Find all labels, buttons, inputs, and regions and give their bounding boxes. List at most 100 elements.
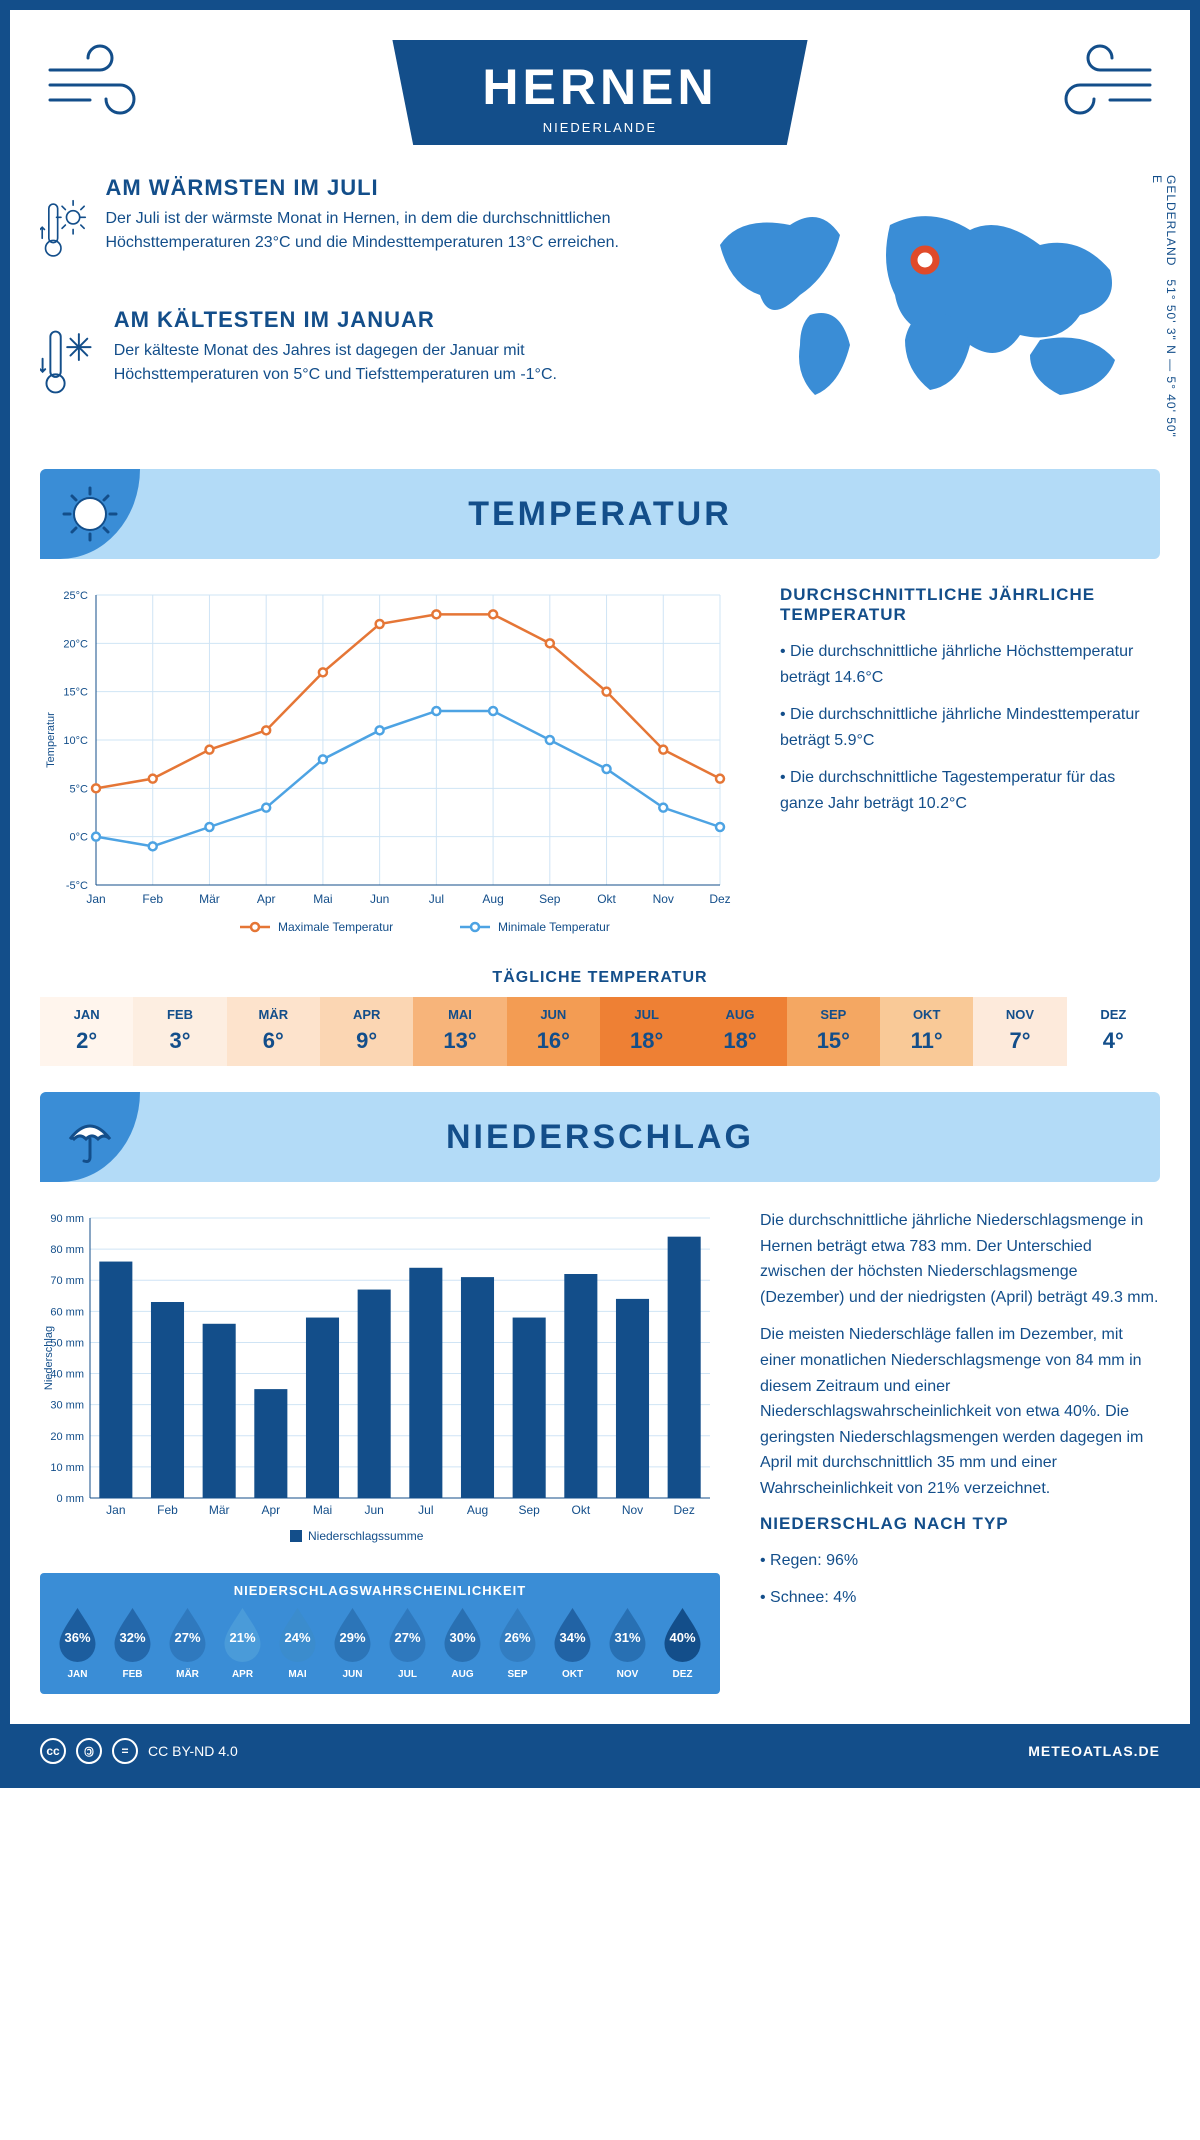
svg-text:Niederschlag: Niederschlag: [43, 1326, 55, 1390]
drop-percent: 30%: [437, 1630, 488, 1645]
temperature-line-chart: -5°C0°C5°C10°C15°C20°C25°CJanFebMärAprMa…: [40, 585, 740, 945]
site-name: METEOATLAS.DE: [1028, 1743, 1160, 1759]
drop-month: FEB: [107, 1669, 158, 1680]
drop-month: APR: [217, 1669, 268, 1680]
temp-bullet: • Die durchschnittliche Tagestemperatur …: [780, 765, 1160, 816]
temperature-summary: DURCHSCHNITTLICHE JÄHRLICHE TEMPERATUR •…: [780, 585, 1160, 829]
license: cc 🄯 = CC BY-ND 4.0: [40, 1738, 238, 1764]
svg-text:Nov: Nov: [622, 1503, 643, 1517]
svg-text:10 mm: 10 mm: [50, 1462, 84, 1474]
daily-temp-title: TÄGLICHE TEMPERATUR: [40, 969, 1160, 987]
svg-text:20 mm: 20 mm: [50, 1431, 84, 1443]
coordinates: GELDERLAND 51° 50' 3" N — 5° 40' 50" E: [1150, 175, 1178, 439]
world-map: GELDERLAND 51° 50' 3" N — 5° 40' 50" E: [700, 175, 1160, 439]
drop-month: DEZ: [657, 1669, 708, 1680]
daily-month: APR: [320, 997, 413, 1028]
svg-text:Sep: Sep: [518, 1503, 540, 1517]
temperature-heading: TEMPERATUR: [40, 495, 1160, 534]
daily-month: MÄR: [227, 997, 320, 1028]
svg-text:Minimale Temperatur: Minimale Temperatur: [498, 920, 610, 934]
svg-text:60 mm: 60 mm: [50, 1306, 84, 1318]
daily-value: 11°: [880, 1028, 973, 1066]
daily-value: 4°: [1067, 1028, 1160, 1066]
daily-month: SEP: [787, 997, 880, 1028]
coldest-text: Der kälteste Monat des Jahres ist dagege…: [114, 339, 670, 387]
temperature-section-header: TEMPERATUR: [40, 469, 1160, 559]
svg-text:10°C: 10°C: [63, 735, 88, 747]
coldest-fact: AM KÄLTESTEN IM JANUAR Der kälteste Mona…: [40, 307, 670, 417]
warmest-title: AM WÄRMSTEN IM JULI: [105, 175, 670, 201]
svg-text:20°C: 20°C: [63, 638, 88, 650]
svg-text:0 mm: 0 mm: [57, 1493, 85, 1505]
daily-value: 15°: [787, 1028, 880, 1066]
drop-month: JAN: [52, 1669, 103, 1680]
daily-value: 6°: [227, 1028, 320, 1066]
drop-percent: 40%: [657, 1630, 708, 1645]
svg-text:Aug: Aug: [482, 892, 503, 906]
svg-text:25°C: 25°C: [63, 590, 88, 602]
svg-text:Temperatur: Temperatur: [45, 712, 57, 768]
precipitation-section-header: NIEDERSCHLAG: [40, 1092, 1160, 1182]
svg-text:50 mm: 50 mm: [50, 1337, 84, 1349]
license-text: CC BY-ND 4.0: [148, 1743, 238, 1759]
drop-month: AUG: [437, 1669, 488, 1680]
precipitation-bar-chart: 0 mm10 mm20 mm30 mm40 mm50 mm60 mm70 mm8…: [40, 1208, 720, 1548]
daily-month: JAN: [40, 997, 133, 1028]
daily-value: 13°: [413, 1028, 506, 1066]
country-subtitle: NIEDERLANDE: [482, 120, 717, 135]
svg-text:90 mm: 90 mm: [50, 1213, 84, 1225]
drop-month: JUN: [327, 1669, 378, 1680]
umbrella-icon: [40, 1092, 140, 1182]
precip-type-title: NIEDERSCHLAG NACH TYP: [760, 1514, 1160, 1534]
nd-icon: =: [112, 1738, 138, 1764]
drop-percent: 29%: [327, 1630, 378, 1645]
drop-percent: 27%: [162, 1630, 213, 1645]
drop-month: JUL: [382, 1669, 433, 1680]
daily-value: 16°: [507, 1028, 600, 1066]
prob-title: NIEDERSCHLAGSWAHRSCHEINLICHKEIT: [52, 1583, 708, 1598]
svg-text:Feb: Feb: [142, 892, 163, 906]
svg-text:Jun: Jun: [370, 892, 389, 906]
daily-month: NOV: [973, 997, 1066, 1028]
city-title: HERNEN: [482, 58, 717, 116]
svg-text:5°C: 5°C: [70, 783, 89, 795]
svg-text:Jan: Jan: [86, 892, 105, 906]
svg-text:Niederschlagssumme: Niederschlagssumme: [308, 1529, 424, 1543]
drop-month: MAI: [272, 1669, 323, 1680]
by-icon: 🄯: [76, 1738, 102, 1764]
daily-month: AUG: [693, 997, 786, 1028]
svg-text:Apr: Apr: [257, 892, 276, 906]
precip-paragraph: Die meisten Niederschläge fallen im Deze…: [760, 1322, 1160, 1501]
svg-text:Dez: Dez: [709, 892, 730, 906]
drop-percent: 26%: [492, 1630, 543, 1645]
warmest-fact: AM WÄRMSTEN IM JULI Der Juli ist der wär…: [40, 175, 670, 285]
daily-temp-table: JAN2°FEB3°MÄR6°APR9°MAI13°JUN16°JUL18°AU…: [40, 997, 1160, 1066]
daily-month: DEZ: [1067, 997, 1160, 1028]
drop-percent: 36%: [52, 1630, 103, 1645]
svg-text:40 mm: 40 mm: [50, 1369, 84, 1381]
svg-text:Aug: Aug: [467, 1503, 488, 1517]
precipitation-summary: Die durchschnittliche jährliche Niedersc…: [760, 1208, 1160, 1623]
svg-text:Mär: Mär: [199, 892, 220, 906]
drop-percent: 34%: [547, 1630, 598, 1645]
daily-month: JUL: [600, 997, 693, 1028]
svg-text:Apr: Apr: [261, 1503, 280, 1517]
daily-value: 18°: [600, 1028, 693, 1066]
wind-icon: [1050, 40, 1160, 125]
svg-text:Dez: Dez: [673, 1503, 694, 1517]
temp-bullet: • Die durchschnittliche jährliche Mindes…: [780, 702, 1160, 753]
precip-type-bullet: • Regen: 96%: [760, 1548, 1160, 1574]
daily-value: 2°: [40, 1028, 133, 1066]
drop-percent: 27%: [382, 1630, 433, 1645]
svg-text:Okt: Okt: [597, 892, 616, 906]
svg-text:Jan: Jan: [106, 1503, 125, 1517]
svg-text:Mai: Mai: [313, 892, 332, 906]
daily-value: 3°: [133, 1028, 226, 1066]
wind-icon: [40, 40, 150, 125]
svg-text:15°C: 15°C: [63, 687, 88, 699]
drop-month: OKT: [547, 1669, 598, 1680]
footer: cc 🄯 = CC BY-ND 4.0 METEOATLAS.DE: [10, 1724, 1190, 1778]
svg-text:Jul: Jul: [418, 1503, 433, 1517]
header: HERNEN NIEDERLANDE: [40, 40, 1160, 145]
facts-column: AM WÄRMSTEN IM JULI Der Juli ist der wär…: [40, 175, 670, 439]
